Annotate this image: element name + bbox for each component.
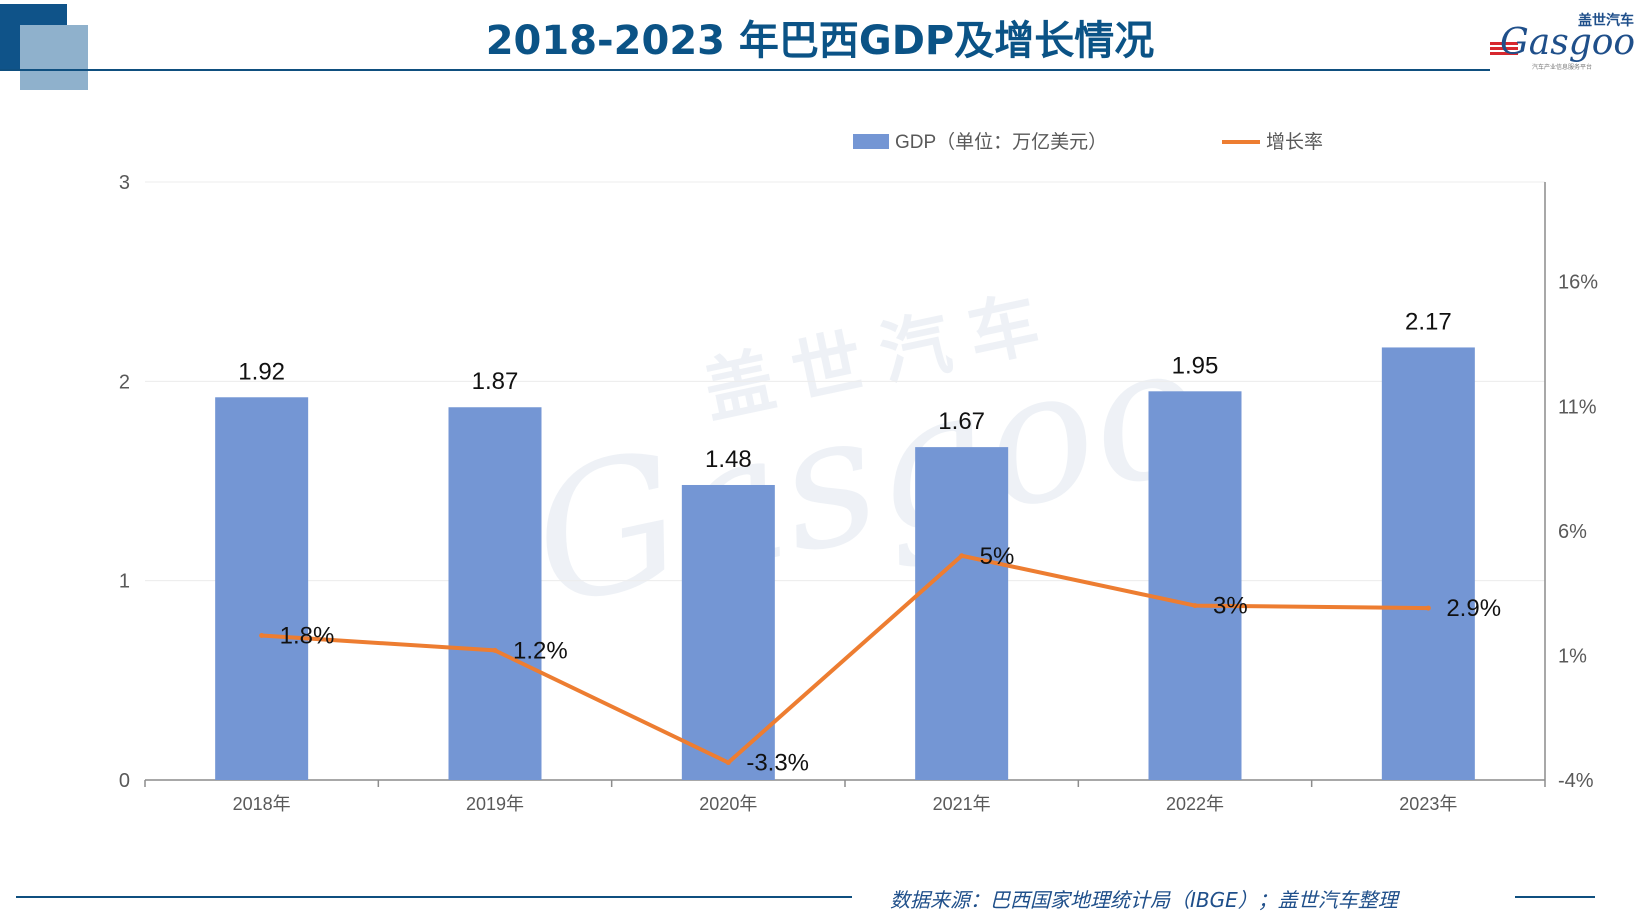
- gdp-bar-label: 2.17: [1405, 308, 1452, 335]
- y-left-tick-label: 2: [119, 371, 130, 393]
- y-right-tick-label: 1%: [1558, 645, 1587, 667]
- gdp-bar: [448, 407, 542, 780]
- logo-cn-text: 盖世汽车: [1578, 13, 1634, 29]
- gdp-bar: [215, 397, 309, 780]
- y-right-tick-label: 16%: [1558, 272, 1598, 294]
- data-source: 数据来源：巴西国家地理统计局（IBGE）；盖世汽车整理: [890, 888, 1398, 912]
- gdp-bar-label: 1.48: [705, 446, 752, 473]
- growth-label: 2.9%: [1446, 595, 1501, 622]
- gdp-bar: [1148, 391, 1242, 780]
- growth-label: 1.2%: [513, 637, 568, 664]
- logo-tagline: 汽车产业信息服务平台: [1532, 64, 1593, 71]
- growth-point: [725, 760, 731, 766]
- gdp-bar-label: 1.95: [1172, 352, 1219, 379]
- growth-point: [492, 647, 498, 653]
- logo-stripes-icon: [1490, 42, 1518, 56]
- gdp-bar-label: 1.92: [238, 358, 285, 385]
- y-left-tick-label: 3: [119, 172, 130, 194]
- legend-swatch-gdp: [853, 134, 889, 149]
- header-deco-light: [20, 25, 88, 90]
- gdp-bar: [1381, 347, 1475, 780]
- header-divider: [0, 69, 1490, 71]
- footer-divider-left: [16, 896, 852, 898]
- legend-label-gdp: GDP（单位：万亿美元）: [895, 131, 1107, 153]
- growth-label: 1.8%: [280, 622, 335, 649]
- x-tick-label: 2019年: [466, 794, 524, 814]
- growth-label: -3.3%: [746, 750, 809, 777]
- y-left-tick-label: 1: [119, 571, 130, 593]
- growth-point: [259, 632, 265, 638]
- gasgoo-logo: 盖世汽车 Gasgoo 汽车产业信息服务平台: [1490, 10, 1640, 72]
- y-right-tick-label: -4%: [1558, 770, 1594, 792]
- footer-divider-right: [1515, 896, 1595, 898]
- x-tick-label: 2021年: [933, 794, 991, 814]
- logo-en-text: Gasgoo: [1500, 22, 1636, 63]
- growth-point: [1192, 603, 1198, 609]
- legend-label-growth: 增长率: [1266, 131, 1323, 153]
- growth-point: [1425, 605, 1431, 611]
- page-title: 2018-2023 年巴西GDP及增长情况: [485, 18, 1155, 64]
- y-right-tick-label: 6%: [1558, 521, 1587, 543]
- x-tick-label: 2023年: [1399, 794, 1457, 814]
- x-tick-label: 2018年: [233, 794, 291, 814]
- growth-point: [959, 553, 965, 559]
- gdp-bar: [681, 484, 775, 780]
- x-tick-label: 2022年: [1166, 794, 1224, 814]
- growth-line: [261, 553, 1429, 765]
- gdp-bar: [915, 447, 1009, 780]
- y-left-tick-label: 0: [119, 770, 130, 792]
- x-tick-label: 2020年: [699, 794, 757, 814]
- y-right-tick-label: 11%: [1558, 396, 1597, 418]
- growth-label: 3%: [1213, 593, 1248, 620]
- gdp-bar-label: 1.87: [472, 368, 519, 395]
- gdp-bar-label: 1.67: [938, 408, 985, 435]
- growth-label: 5%: [980, 543, 1015, 570]
